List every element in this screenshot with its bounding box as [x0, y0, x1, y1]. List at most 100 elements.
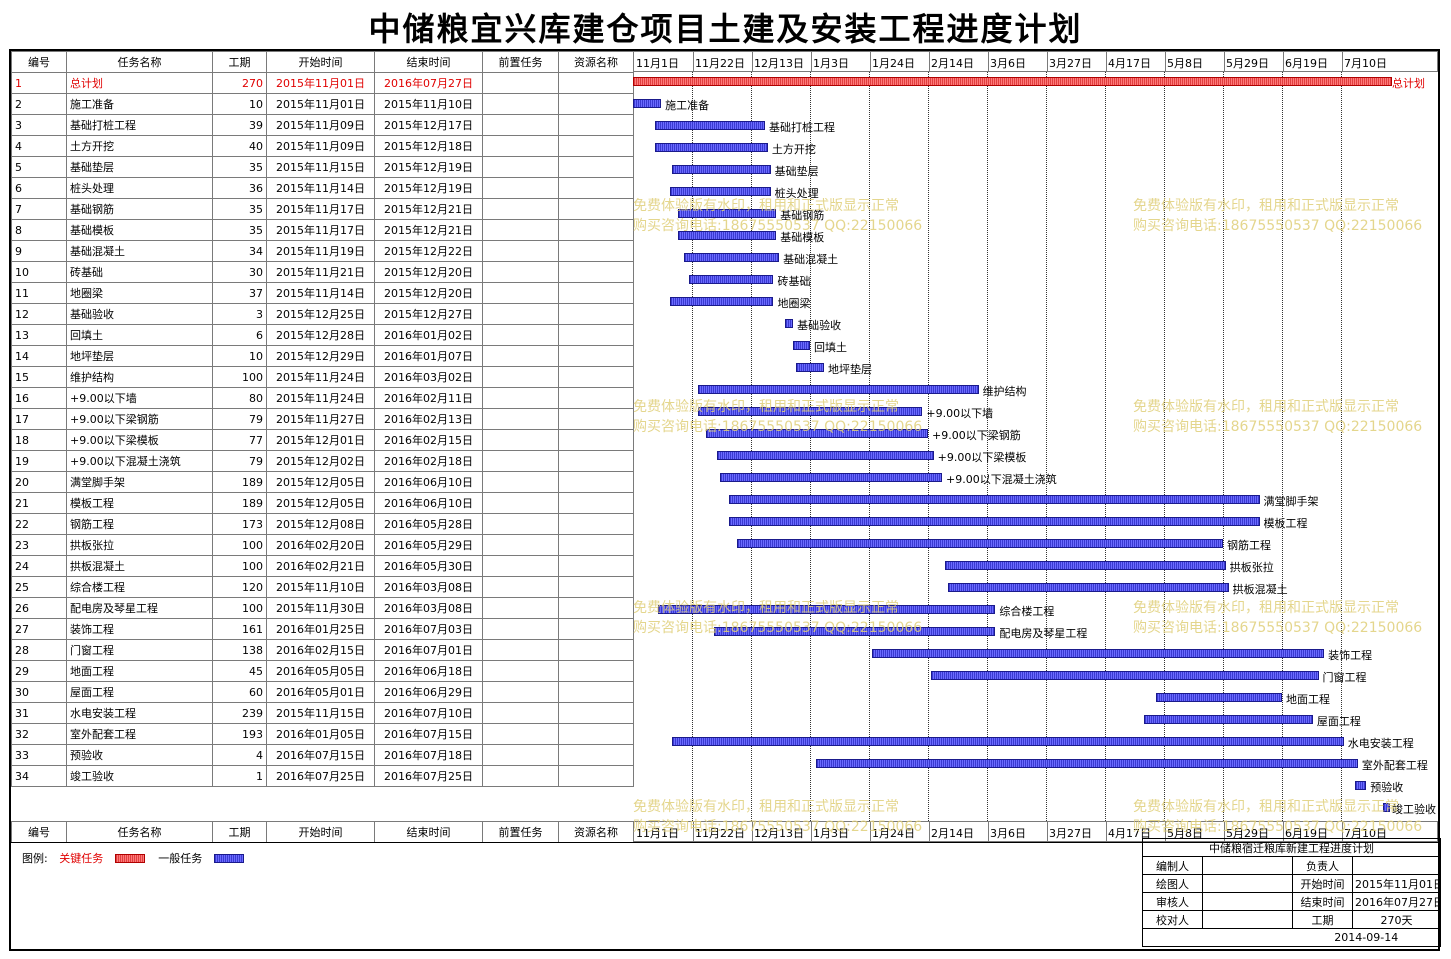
table-row[interactable]: 4 土方开挖 40 2015年11月09日 2015年12月18日: [11, 135, 634, 157]
table-row[interactable]: 26 配电房及琴星工程 100 2015年11月30日 2016年03月08日: [11, 597, 634, 619]
table-row[interactable]: 5 基础垫层 35 2015年11月15日 2015年12月19日: [11, 156, 634, 178]
gantt-bar[interactable]: [1155, 693, 1282, 702]
task-start: 2016年02月20日: [266, 534, 375, 556]
gantt-bar[interactable]: [793, 341, 810, 350]
table-row[interactable]: 16 +9.00以下墙 80 2015年11月24日 2016年02月11日: [11, 387, 634, 409]
task-end: 2016年07月03日: [374, 618, 483, 640]
gantt-gridline: [987, 72, 988, 821]
task-id: 1: [11, 72, 67, 94]
table-row[interactable]: 18 +9.00以下梁模板 77 2015年12月01日 2016年02月15日: [11, 429, 634, 451]
table-row[interactable]: 24 拱板混凝土 100 2016年02月21日 2016年05月30日: [11, 555, 634, 577]
task-duration: 34: [212, 240, 267, 262]
gantt-bar[interactable]: [717, 451, 934, 460]
page-title: 中储粮宜兴库建仓项目土建及安装工程进度计划: [368, 10, 1083, 48]
gantt-bar[interactable]: [728, 495, 1260, 504]
gantt-bar[interactable]: [815, 759, 1358, 768]
table-row[interactable]: 15 维护结构 100 2015年11月24日 2016年03月02日: [11, 366, 634, 388]
table-row[interactable]: 33 预验收 4 2016年07月15日 2016年07月18日: [11, 744, 634, 766]
task-name: 竣工验收: [66, 765, 213, 787]
table-row[interactable]: 30 屋面工程 60 2016年05月01日 2016年06月29日: [11, 681, 634, 703]
gantt-bar[interactable]: [795, 363, 825, 372]
gantt-bar-label: 基础模板: [780, 231, 825, 244]
gantt-gridline: [1164, 72, 1165, 821]
table-row[interactable]: 19 +9.00以下混凝土浇筑 79 2015年12月02日 2016年02月18日: [11, 450, 634, 472]
task-duration: 36: [212, 177, 267, 199]
gantt-bar[interactable]: [633, 77, 1392, 86]
table-row[interactable]: 6 桩头处理 36 2015年11月14日 2015年12月19日: [11, 177, 634, 199]
top-tick-divider: [811, 52, 812, 71]
gantt-bar[interactable]: [633, 99, 662, 108]
gantt-bar[interactable]: [784, 319, 794, 328]
task-id: 14: [11, 345, 67, 367]
table-row[interactable]: 9 基础混凝土 34 2015年11月19日 2015年12月22日: [11, 240, 634, 262]
gantt-bar[interactable]: [677, 231, 777, 240]
gantt-bar[interactable]: [658, 605, 996, 614]
top-tick-divider: [1283, 52, 1284, 71]
gantt-bar[interactable]: [689, 275, 774, 284]
task-start: 2015年11月10日: [266, 576, 375, 598]
table-row[interactable]: 32 室外配套工程 193 2016年01月05日 2016年07月15日: [11, 723, 634, 745]
gantt-bar[interactable]: [655, 143, 768, 152]
table-row[interactable]: 23 拱板张拉 100 2016年02月20日 2016年05月29日: [11, 534, 634, 556]
bottom-tick-divider: [929, 822, 930, 841]
table-row[interactable]: 14 地坪垫层 10 2015年12月29日 2016年01月07日: [11, 345, 634, 367]
task-name: 拱板张拉: [66, 534, 213, 556]
gantt-bar[interactable]: [1383, 803, 1391, 812]
table-row[interactable]: 31 水电安装工程 239 2015年11月15日 2016年07月10日: [11, 702, 634, 724]
gantt-bar[interactable]: [697, 407, 923, 416]
task-resource: [558, 198, 634, 220]
gantt-bar[interactable]: [669, 187, 771, 196]
table-row[interactable]: 7 基础钢筋 35 2015年11月17日 2015年12月21日: [11, 198, 634, 220]
task-duration: 37: [212, 282, 267, 304]
table-row[interactable]: 28 门窗工程 138 2016年02月15日 2016年07月01日: [11, 639, 634, 661]
table-row[interactable]: 12 基础验收 3 2015年12月25日 2015年12月27日: [11, 303, 634, 325]
table-row[interactable]: 20 满堂脚手架 189 2015年12月05日 2016年06月10日: [11, 471, 634, 493]
table-row[interactable]: 27 装饰工程 161 2016年01月25日 2016年07月03日: [11, 618, 634, 640]
header-col-start: 开始时间: [266, 51, 375, 73]
table-row[interactable]: 29 地面工程 45 2016年05月05日 2016年06月18日: [11, 660, 634, 682]
gantt-bar[interactable]: [672, 737, 1344, 746]
task-predecessor: [482, 429, 559, 451]
table-row[interactable]: 34 竣工验收 1 2016年07月25日 2016年07月25日: [11, 765, 634, 787]
info-duration-label: 工期: [1292, 910, 1353, 929]
task-resource: [558, 618, 634, 640]
gantt-bar[interactable]: [947, 583, 1229, 592]
table-row[interactable]: 25 综合楼工程 120 2015年11月10日 2016年03月08日: [11, 576, 634, 598]
table-row[interactable]: 3 基础打桩工程 39 2015年11月09日 2015年12月17日: [11, 114, 634, 136]
watermark-line1: 免费体验版有水印，租用和正式版显示正常: [1133, 799, 1399, 815]
table-row[interactable]: 22 钢筋工程 173 2015年12月08日 2016年05月28日: [11, 513, 634, 535]
table-row[interactable]: 8 基础模板 35 2015年11月17日 2015年12月21日: [11, 219, 634, 241]
task-end: 2016年07月15日: [374, 723, 483, 745]
top-tick-label: 6月19日: [1285, 57, 1328, 70]
gantt-bar[interactable]: [669, 297, 774, 306]
task-duration: 79: [212, 450, 267, 472]
table-row[interactable]: 17 +9.00以下梁钢筋 79 2015年11月27日 2016年02月13日: [11, 408, 634, 430]
gantt-bar[interactable]: [1144, 715, 1313, 724]
gantt-bar[interactable]: [683, 253, 780, 262]
gantt-bar[interactable]: [944, 561, 1226, 570]
table-row[interactable]: 11 地圈梁 37 2015年11月14日 2015年12月20日: [11, 282, 634, 304]
gantt-bar[interactable]: [728, 517, 1260, 526]
gantt-bar[interactable]: [672, 165, 771, 174]
task-predecessor: [482, 681, 559, 703]
gantt-bar-label: 室外配套工程: [1361, 759, 1428, 772]
table-row[interactable]: 21 模板工程 189 2015年12月05日 2016年06月10日: [11, 492, 634, 514]
gantt-bar[interactable]: [871, 649, 1325, 658]
gantt-bar[interactable]: [714, 627, 996, 636]
gantt-bar[interactable]: [706, 429, 928, 438]
task-resource: [558, 492, 634, 514]
gantt-bar[interactable]: [677, 209, 777, 218]
gantt-bar[interactable]: [720, 473, 943, 482]
gantt-bar[interactable]: [1355, 781, 1367, 790]
table-row[interactable]: 2 施工准备 10 2015年11月01日 2015年11月10日: [11, 93, 634, 115]
gantt-bar[interactable]: [697, 385, 979, 394]
table-row[interactable]: 13 回填土 6 2015年12月28日 2016年01月02日: [11, 324, 634, 346]
gantt-bar[interactable]: [736, 539, 1223, 548]
table-row[interactable]: 10 砖基础 30 2015年11月21日 2015年12月20日: [11, 261, 634, 283]
task-id: 19: [11, 450, 67, 472]
gantt-bar[interactable]: [655, 121, 766, 130]
gantt-bar[interactable]: [930, 671, 1319, 680]
table-row[interactable]: 1 总计划 270 2015年11月01日 2016年07月27日: [11, 72, 634, 94]
bottom-tick-divider: [1047, 822, 1048, 841]
task-predecessor: [482, 471, 559, 493]
